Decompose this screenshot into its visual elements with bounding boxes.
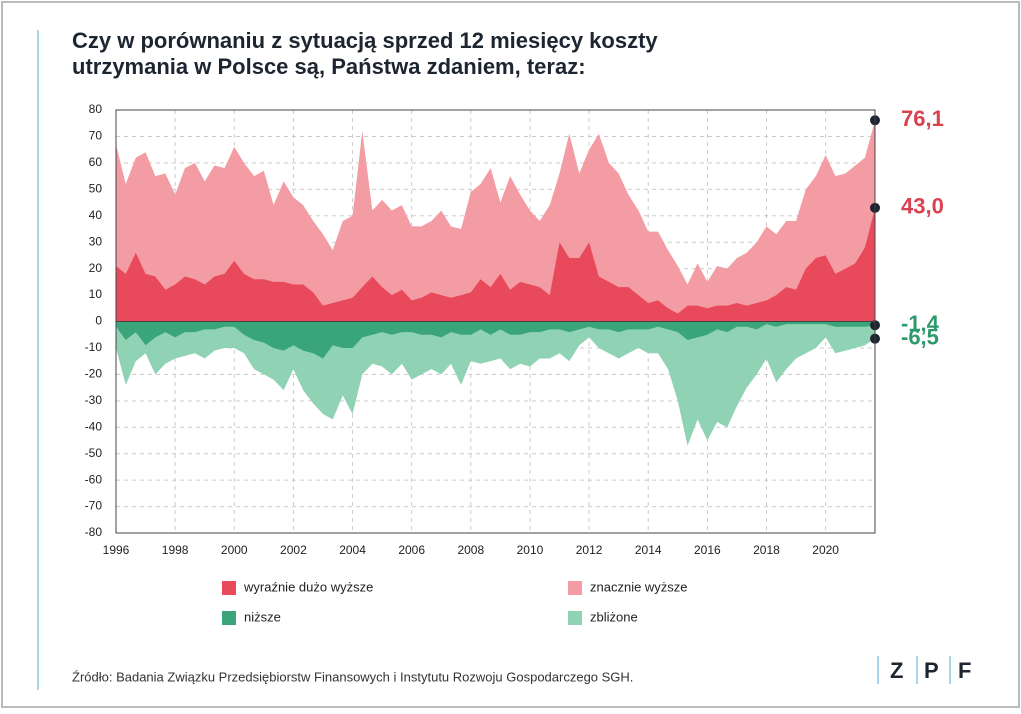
y-tick-label: -60: [85, 472, 103, 486]
x-tick-label: 2020: [812, 543, 839, 557]
x-tick-label: 2016: [694, 543, 721, 557]
y-tick-label: -80: [85, 525, 103, 539]
end-label: -1,4: [901, 311, 940, 336]
x-tick-label: 2006: [398, 543, 425, 557]
x-tick-label: 2018: [753, 543, 780, 557]
logo-letter: P: [924, 658, 939, 683]
y-tick-label: 20: [89, 261, 103, 275]
area: [116, 207, 875, 322]
end-label: -6,5: [901, 324, 939, 349]
x-tick-label: 2004: [339, 543, 366, 557]
legend-swatch: [222, 581, 236, 595]
y-tick-label: -30: [85, 393, 103, 407]
source: Źródło: Badania Związku Przedsiębiorstw …: [72, 669, 633, 684]
x-tick-label: 2014: [635, 543, 662, 557]
x-tick-label: 1998: [162, 543, 189, 557]
legend-label: znacznie wyższe: [590, 579, 688, 594]
legend-swatch: [222, 611, 236, 625]
y-tick-label: -40: [85, 419, 103, 433]
legend-label: zbliżone: [590, 609, 638, 624]
y-tick-label: -20: [85, 367, 103, 381]
legend-swatch: [568, 611, 582, 625]
x-tick-label: 1996: [103, 543, 130, 557]
y-tick-label: 60: [89, 155, 103, 169]
area: [116, 321, 875, 359]
legend-swatch: [568, 581, 582, 595]
y-tick-label: 40: [89, 208, 103, 222]
y-tick-label: 50: [89, 181, 103, 195]
logo-letter: F: [958, 658, 971, 683]
logo-letter: Z: [890, 658, 903, 683]
end-label: 43,0: [901, 194, 944, 219]
area: [116, 120, 875, 322]
y-tick-label: 80: [89, 102, 103, 116]
end-label: 76,1: [901, 106, 944, 131]
y-tick-label: 0: [95, 314, 102, 328]
title-line: Czy w porównaniu z sytuacją sprzed 12 mi…: [72, 28, 658, 53]
x-tick-label: 2000: [221, 543, 248, 557]
x-tick-label: 2010: [517, 543, 544, 557]
y-tick-label: -50: [85, 446, 103, 460]
area: [116, 321, 875, 446]
x-tick-label: 2002: [280, 543, 307, 557]
legend-label: wyraźnie dużo wyższe: [243, 579, 373, 594]
y-tick-label: 70: [89, 129, 103, 143]
y-tick-label: 30: [89, 234, 103, 248]
x-tick-label: 2008: [457, 543, 484, 557]
legend-label: niższe: [244, 609, 281, 624]
y-tick-label: -10: [85, 340, 103, 354]
title-line: utrzymania w Polsce są, Państwa zdaniem,…: [72, 54, 586, 79]
y-tick-label: -70: [85, 499, 103, 513]
logo: Z P F: [877, 656, 971, 684]
y-tick-label: 10: [89, 287, 103, 301]
x-tick-label: 2012: [576, 543, 603, 557]
